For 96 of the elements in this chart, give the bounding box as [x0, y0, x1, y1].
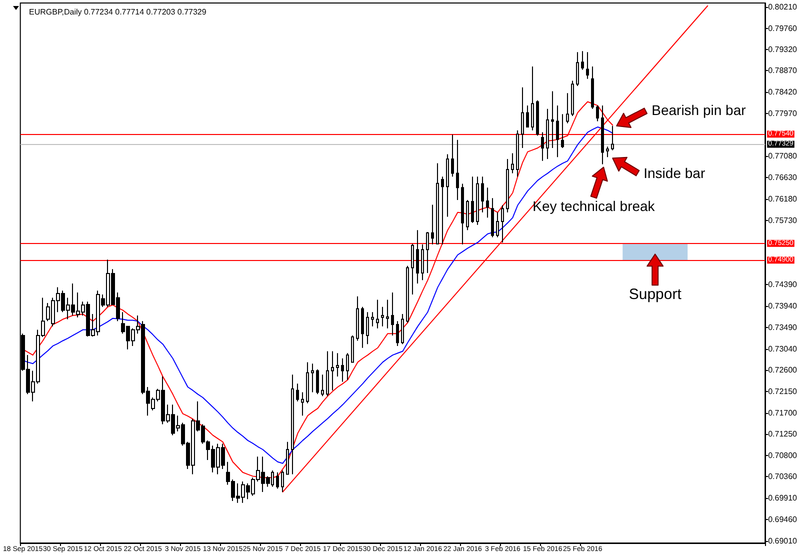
- candlestick: [476, 176, 479, 226]
- y-tick-label: 0.80210: [768, 2, 798, 12]
- band-label: Support: [628, 286, 682, 304]
- candlestick: [346, 352, 349, 380]
- candlestick: [421, 244, 424, 281]
- candlestick: [411, 243, 414, 295]
- candlestick: [511, 152, 514, 174]
- candlestick: [471, 176, 474, 224]
- annotation: Bearish pin bar: [652, 102, 746, 118]
- candlestick: [566, 92, 569, 124]
- candlestick: [536, 100, 539, 136]
- candlestick: [336, 352, 339, 378]
- candlestick: [516, 130, 519, 178]
- candlestick: [371, 312, 374, 327]
- candlestick: [276, 472, 279, 490]
- candlestick: [286, 441, 289, 475]
- candlestick: [441, 176, 444, 245]
- candlestick: [406, 265, 409, 324]
- y-tick-label: 0.72600: [768, 365, 798, 374]
- candlestick: [431, 204, 434, 245]
- y-tick-label: 0.77970: [768, 109, 798, 118]
- y-tick-label: 0.78420: [768, 88, 798, 97]
- candlestick: [506, 158, 509, 213]
- y-tick-label: 0.75730: [768, 216, 798, 226]
- candlestick: [446, 154, 449, 218]
- candlestick: [381, 306, 384, 327]
- candlestick: [376, 299, 379, 329]
- candlestick: [341, 358, 344, 382]
- y-tick-label: 0.71250: [768, 430, 798, 439]
- candlestick: [461, 183, 464, 245]
- candlestick: [436, 162, 439, 245]
- candlestick: [306, 362, 309, 404]
- candlestick: [311, 363, 314, 393]
- candlestick: [366, 312, 369, 345]
- candlestick: [601, 105, 604, 165]
- candlestick: [281, 470, 284, 492]
- candlestick: [546, 108, 549, 160]
- candlestick: [401, 314, 404, 345]
- candlestick: [316, 368, 319, 395]
- candlestick: [531, 66, 534, 131]
- y-tick-label: 0.73940: [768, 301, 798, 310]
- y-tick-label: 0.79760: [768, 24, 798, 33]
- candlestick: [596, 105, 599, 122]
- candlestick: [351, 334, 354, 363]
- candlestick: [386, 299, 389, 329]
- y-tick-label: 0.69460: [768, 515, 798, 524]
- y-tick-label: 0.73040: [768, 344, 798, 354]
- y-tick-label: 0.70800: [768, 451, 798, 460]
- candlestick: [581, 50, 584, 70]
- candlestick: [301, 392, 304, 416]
- candlestick: [551, 90, 554, 149]
- y-tick-label: 0.69010: [768, 536, 798, 546]
- candlestick: [606, 146, 609, 158]
- y-tick-label: 0.70360: [768, 472, 798, 482]
- annotation: Key technical break: [532, 198, 655, 214]
- candlestick: [416, 230, 419, 284]
- candlestick: [451, 134, 454, 178]
- candlestick: [396, 320, 399, 346]
- candlestick: [521, 86, 524, 149]
- candlestick: [291, 374, 294, 475]
- candlestick: [591, 66, 594, 110]
- candlestick: [571, 80, 574, 117]
- y-tick-label: 0.79320: [768, 44, 798, 54]
- candlestick: [331, 350, 334, 391]
- candlestick: [296, 383, 299, 402]
- candlestick: [356, 296, 359, 342]
- text: EURGBP,Daily 0.77234 0.77714 0.77203 0.77329: [29, 8, 207, 16]
- candlestick: [526, 105, 529, 128]
- candlestick: [361, 306, 364, 348]
- candlestick: [576, 52, 579, 87]
- y-tick-label: 0.73490: [768, 322, 798, 332]
- candlestick: [491, 198, 494, 238]
- candlestick: [426, 231, 429, 274]
- candlestick: [611, 125, 614, 151]
- candlestick: [556, 105, 559, 158]
- y-tick-label: 0.76180: [768, 194, 798, 204]
- y-tick-label: 0.78870: [768, 66, 798, 76]
- candlestick: [326, 350, 329, 397]
- candlestick: [486, 187, 489, 218]
- y-tick-label: 0.69910: [768, 494, 798, 503]
- candlestick: [391, 292, 394, 336]
- y-tick-label: 0.76630: [768, 173, 798, 182]
- y-tick-label: 0.72150: [768, 386, 798, 396]
- candlestick: [541, 132, 544, 162]
- candlestick: [496, 212, 499, 238]
- candlestick: [456, 139, 459, 201]
- y-tick-label: 0.77080: [768, 152, 798, 161]
- candlestick: [466, 200, 469, 231]
- candlestick: [501, 204, 504, 243]
- candlestick: [481, 176, 484, 213]
- candlestick: [561, 114, 564, 149]
- annotation: Inside bar: [644, 165, 706, 182]
- candlestick: [586, 52, 589, 80]
- y-tick-label: 0.71700: [768, 408, 798, 418]
- candlestick: [321, 374, 324, 397]
- y-tick-label: 0.74390: [768, 280, 798, 289]
